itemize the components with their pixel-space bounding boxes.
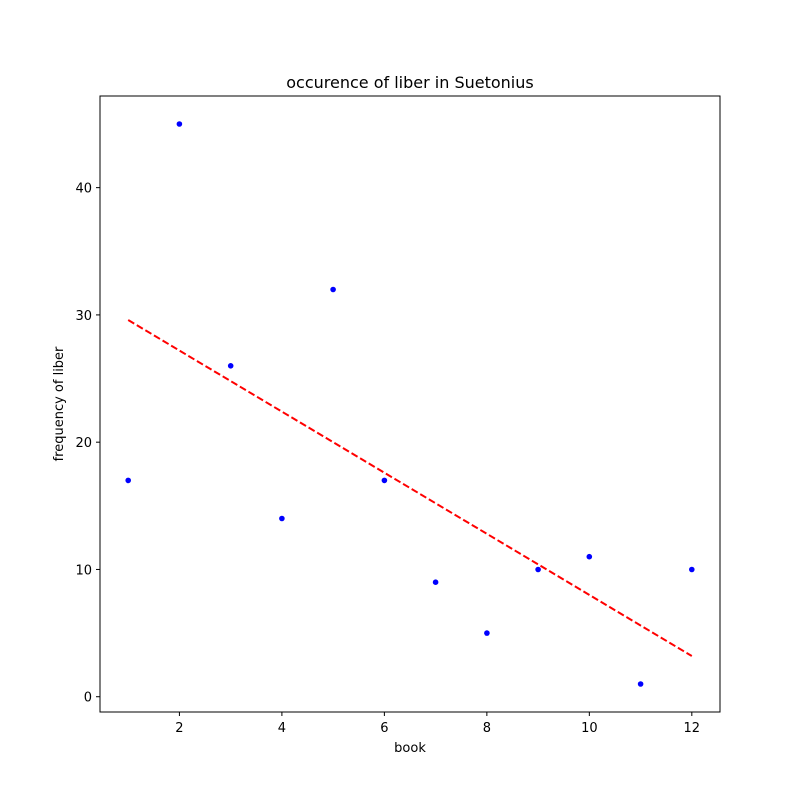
trend-line (127, 319, 693, 657)
y-tick-label: 10 (75, 563, 92, 578)
x-tick-label: 10 (581, 721, 598, 736)
y-tick-label: 20 (75, 436, 92, 451)
y-tick-label: 0 (84, 691, 92, 706)
x-tick-label: 12 (684, 721, 701, 736)
axes-frame (99, 95, 721, 713)
data-point (586, 553, 593, 560)
data-point (535, 566, 541, 573)
x-tick-label: 4 (278, 721, 286, 736)
y-tick-label: 40 (75, 182, 92, 197)
data-point (637, 681, 644, 687)
data-point (381, 477, 388, 484)
x-axis-label: book (394, 741, 426, 756)
x-tick-label: 2 (175, 721, 183, 736)
data-point (484, 630, 490, 636)
data-point (689, 566, 695, 573)
plot-area (125, 121, 695, 687)
data-point (279, 515, 285, 522)
x-tick-label: 8 (483, 721, 491, 736)
data-point (176, 121, 183, 127)
data-point (330, 286, 336, 293)
chart-title: occurence of liber in Suetonius (286, 73, 533, 92)
data-point (125, 477, 131, 484)
data-point (227, 363, 234, 369)
y-axis-label: frequency of liber (52, 346, 67, 461)
data-point (432, 579, 439, 585)
x-tick-label: 6 (380, 721, 388, 736)
y-tick-label: 30 (75, 309, 92, 324)
